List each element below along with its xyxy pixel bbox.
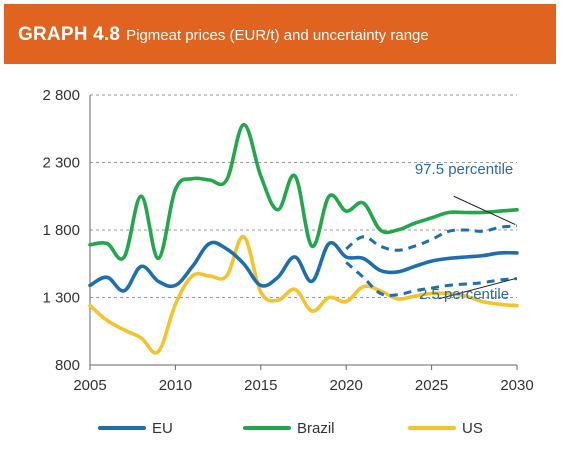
graph-header: GRAPH 4.8 Pigmeat prices (EUR/t) and unce… <box>4 4 556 64</box>
x-tick-label: 2010 <box>159 377 192 394</box>
x-tick-label: 2030 <box>500 377 533 394</box>
series-line-p975 <box>345 224 518 252</box>
y-tick-label: 2 300 <box>42 155 80 172</box>
annotation-leader-line <box>438 278 516 300</box>
y-tick-label: 1 300 <box>42 290 80 307</box>
x-tick-label: 2025 <box>415 377 448 394</box>
x-tick-label: 2020 <box>330 377 363 394</box>
legend-label-brazil: Brazil <box>297 420 335 437</box>
annotation-p975: 97.5 percentile <box>415 161 513 178</box>
series-line-eu <box>88 240 519 293</box>
header-text: GRAPH 4.8 Pigmeat prices (EUR/t) and unce… <box>18 24 429 46</box>
y-tick-label: 2 800 <box>42 87 80 104</box>
graph-number: GRAPH 4.8 <box>18 24 121 45</box>
y-tick-label: 800 <box>55 357 80 374</box>
series-line-p025 <box>345 261 518 297</box>
legend-label-eu: EU <box>152 420 173 437</box>
x-tick-label: 2005 <box>73 377 106 394</box>
series-line-us <box>88 234 519 355</box>
x-tick-label: 2015 <box>244 377 277 394</box>
series-line-brazil <box>88 122 519 261</box>
graph-title: Pigmeat prices (EUR/t) and uncertainty r… <box>126 27 429 44</box>
annotation-leader-line <box>453 195 516 226</box>
y-tick-label: 1 800 <box>42 222 80 239</box>
annotation-p025: 2.5 percentile <box>419 286 509 303</box>
legend-label-us: US <box>462 420 483 437</box>
